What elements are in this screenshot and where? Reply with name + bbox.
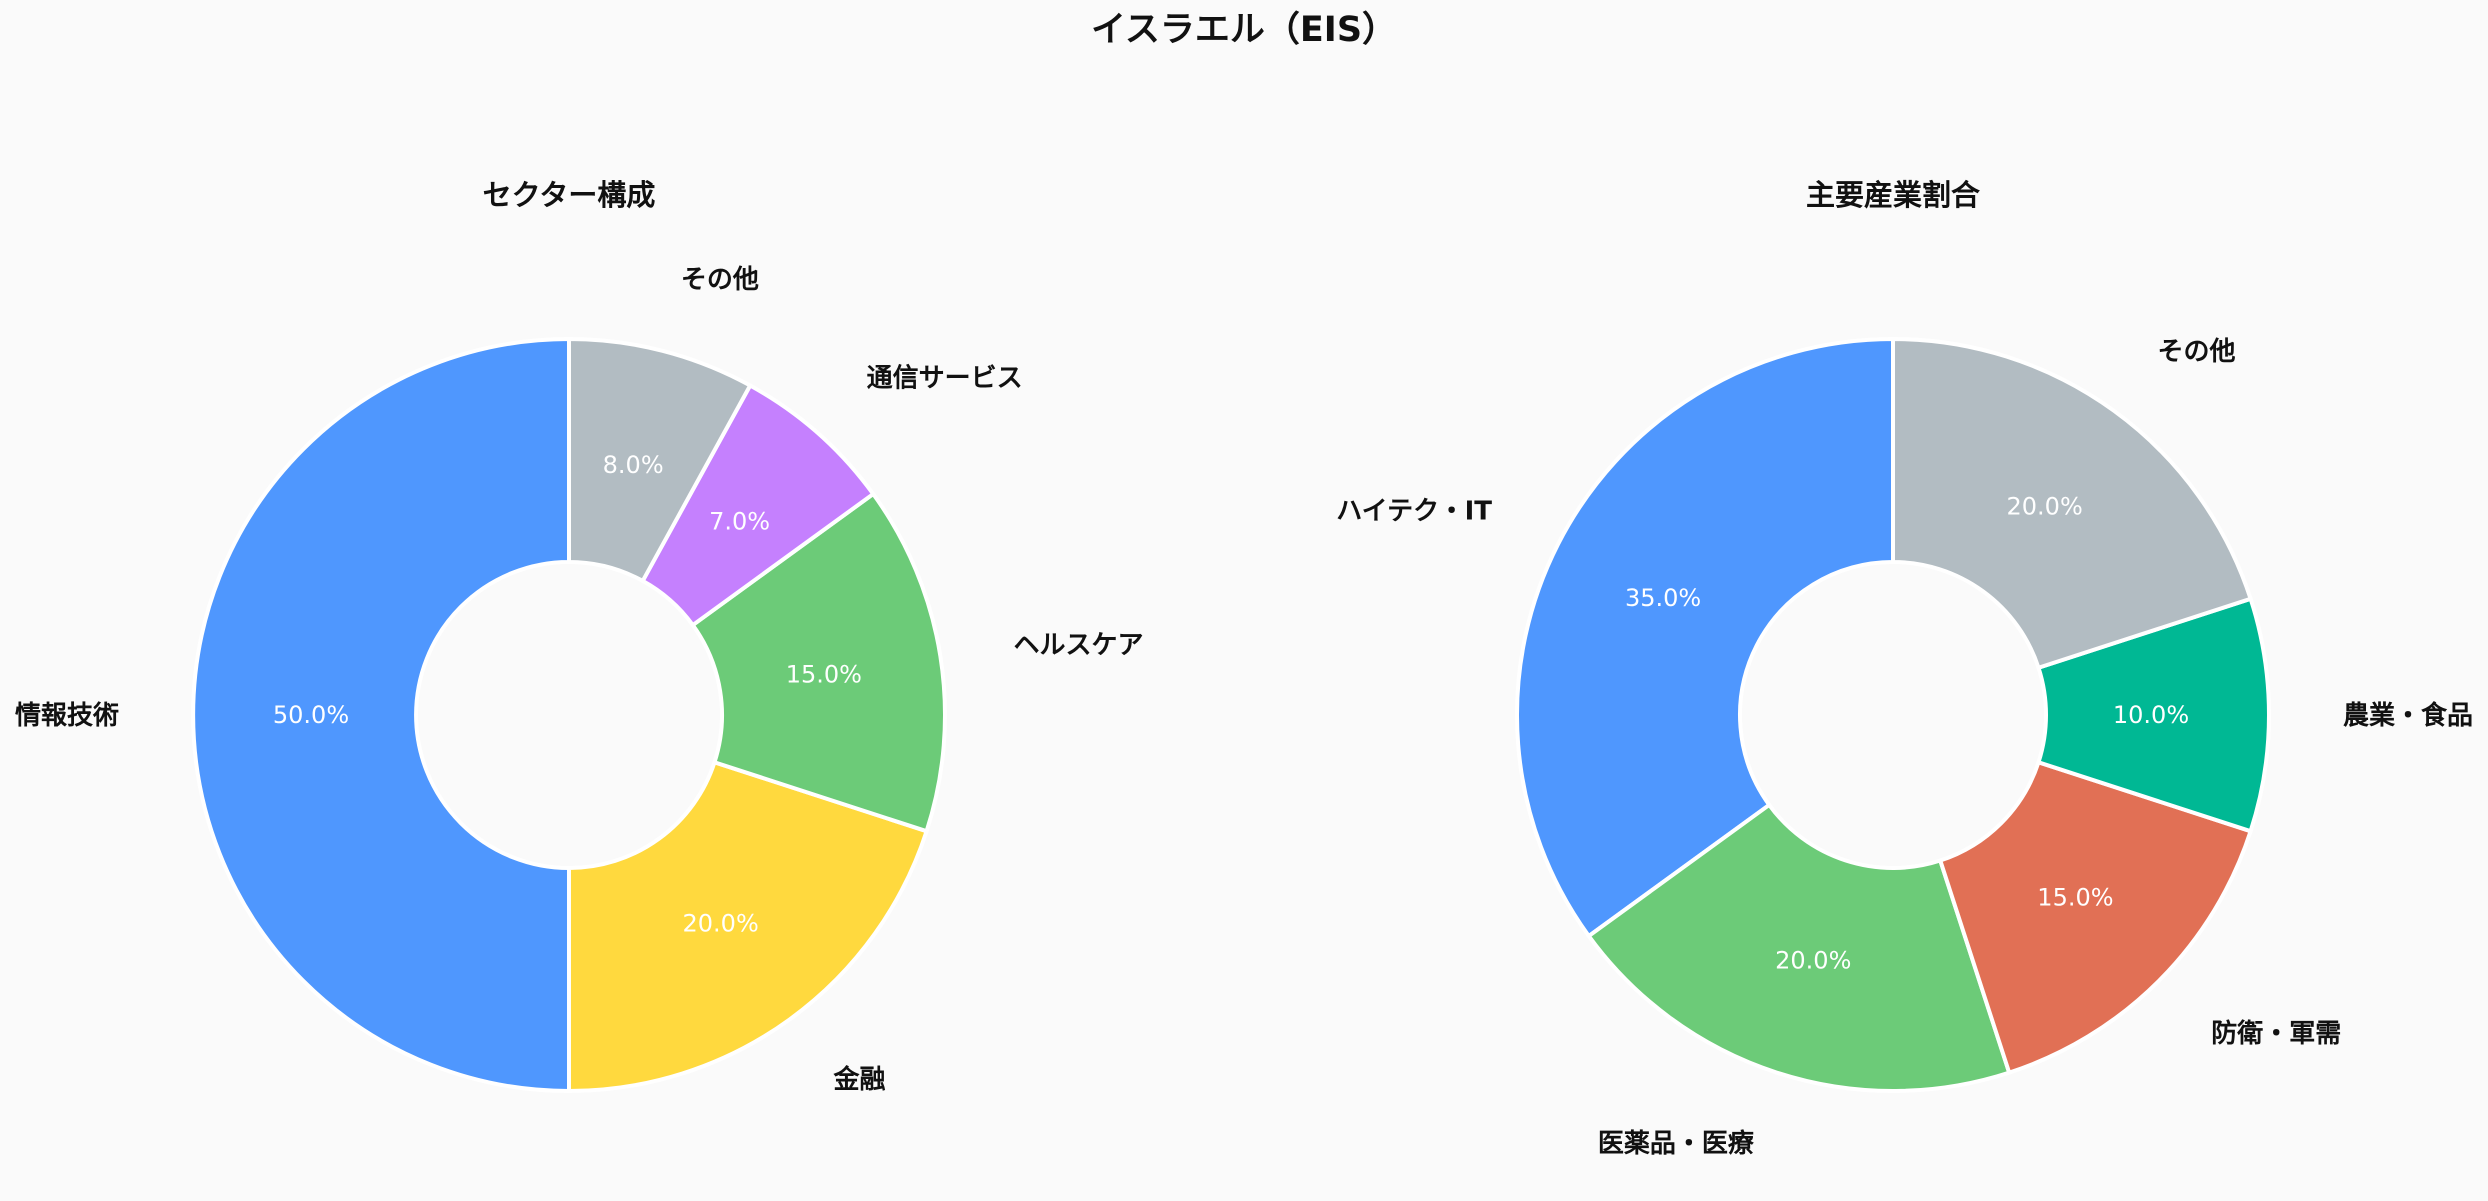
donut-chart-sector: セクター構成 情報技術 50.0% 金融 20.0% ヘルスケア 15.0% 通信サービス 7… <box>15 178 1143 1095</box>
figure-title: イスラエル（EIS） <box>1090 10 1398 50</box>
slice-sector-0 <box>191 336 571 1094</box>
category-label-sector-2: ヘルスケア <box>1013 631 1143 661</box>
percent-label-industry-2: 15.0% <box>2037 883 2113 911</box>
category-label-industry-2: 防衛・軍需 <box>2211 1019 2341 1049</box>
slices-industry <box>1515 336 2271 1093</box>
percent-label-sector-2: 15.0% <box>786 661 862 689</box>
percent-label-sector-3: 7.0% <box>709 507 770 535</box>
slice-industry-2 <box>1937 759 2254 1076</box>
donut-chart-industry: 主要産業割合 ハイテク・IT 35.0% 医薬品・医療 20.0% 防衛・軍需 15.0%… <box>1336 178 2473 1159</box>
category-label-industry-4: その他 <box>2158 337 2236 367</box>
chart-title-sector: セクター構成 <box>483 178 656 212</box>
category-label-industry-3: 農業・食品 <box>2343 700 2473 731</box>
percent-label-industry-3: 10.0% <box>2113 701 2189 729</box>
slice-sector-4 <box>567 336 753 584</box>
labels-industry: ハイテク・IT 35.0% 医薬品・医療 20.0% 防衛・軍需 15.0% 農業・食品 10… <box>1336 337 2473 1159</box>
slice-industry-4 <box>1891 336 2254 671</box>
category-label-sector-4: その他 <box>681 265 759 295</box>
category-label-industry-1: 医薬品・医療 <box>1598 1129 1755 1159</box>
slice-sector-1 <box>567 759 930 1094</box>
labels-sector: 情報技術 50.0% 金融 20.0% ヘルスケア 15.0% 通信サービス 7.0% その他 8… <box>15 265 1143 1095</box>
slice-sector-2 <box>689 491 947 834</box>
slice-industry-0 <box>1515 336 1895 939</box>
category-label-industry-0: ハイテク・IT <box>1336 497 1492 527</box>
percent-label-industry-0: 35.0% <box>1625 584 1701 612</box>
percent-label-industry-1: 20.0% <box>1775 946 1851 974</box>
category-label-sector-3: 通信サービス <box>867 363 1023 393</box>
percent-label-sector-4: 8.0% <box>603 451 664 479</box>
category-label-sector-1: 金融 <box>833 1064 886 1095</box>
slice-sector-3 <box>639 382 876 628</box>
slice-industry-1 <box>1586 802 2012 1093</box>
category-label-sector-0: 情報技術 <box>15 701 119 731</box>
chart-title-industry: 主要産業割合 <box>1806 178 1980 212</box>
percent-label-industry-4: 20.0% <box>2007 492 2083 520</box>
percent-label-sector-0: 50.0% <box>273 701 349 729</box>
slices-sector <box>191 336 947 1094</box>
percent-label-sector-1: 20.0% <box>683 910 759 938</box>
slice-industry-3 <box>2035 596 2271 834</box>
